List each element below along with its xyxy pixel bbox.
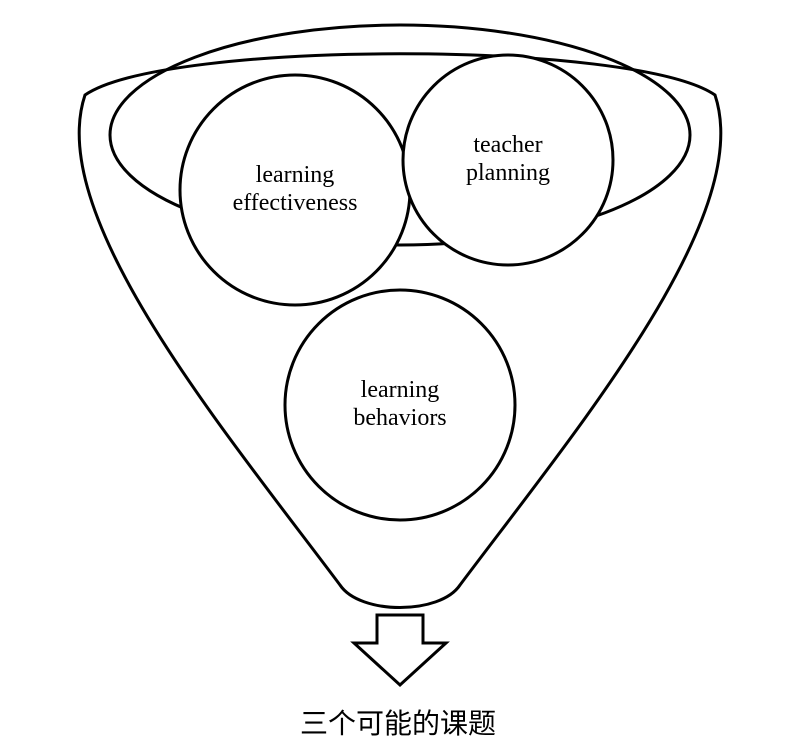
circle-learning-behaviors bbox=[285, 290, 515, 520]
circle-teacher-planning bbox=[403, 55, 613, 265]
circle-learning-effectiveness bbox=[180, 75, 410, 305]
down-arrow-icon bbox=[354, 615, 446, 685]
caption-text: 三个可能的课题 bbox=[300, 709, 496, 740]
diagram-caption: 三个可能的课题 bbox=[0, 702, 796, 742]
diagram-stage: learning effectiveness teacher planning … bbox=[0, 0, 796, 754]
funnel-svg bbox=[0, 0, 796, 754]
